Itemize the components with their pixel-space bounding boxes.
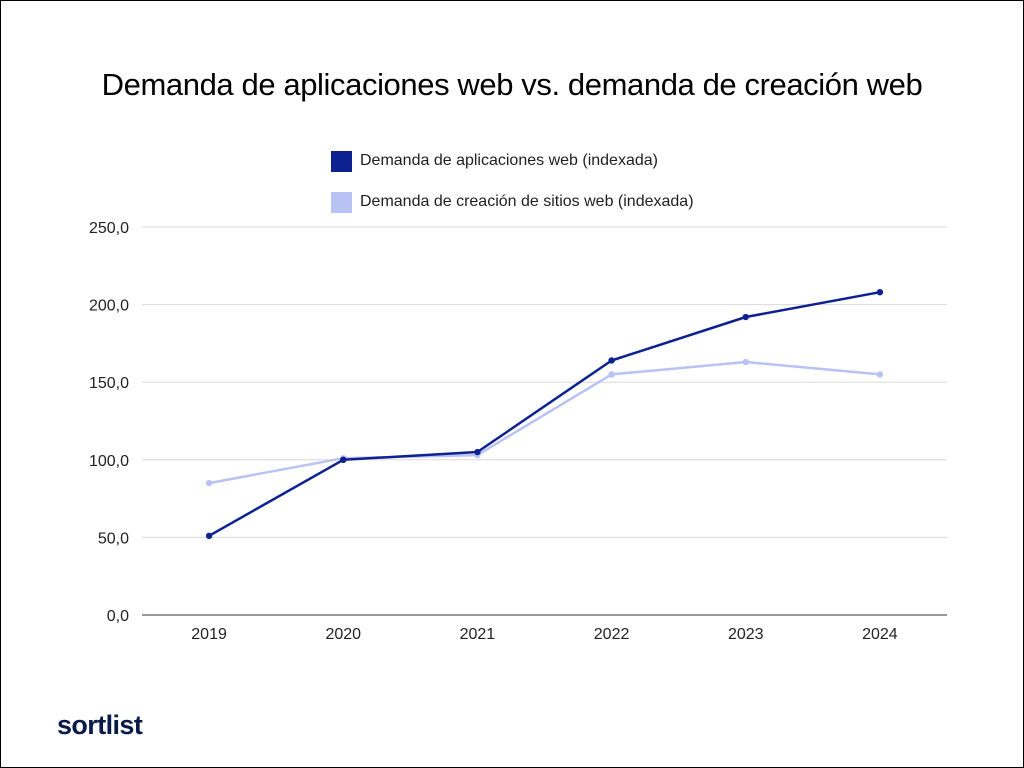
data-point-series-2 [608, 371, 615, 378]
legend-label-series-1: Demanda de aplicaciones web (indexada) [360, 152, 658, 169]
chart-title: Demanda de aplicaciones web vs. demanda … [101, 67, 923, 102]
y-tick-label: 50,0 [98, 530, 129, 547]
y-tick-label: 100,0 [89, 453, 129, 470]
data-point-series-1 [742, 313, 749, 321]
x-tick-label: 2021 [460, 626, 496, 643]
x-tick-label: 2020 [325, 626, 361, 643]
x-tick-label: 2022 [594, 626, 630, 643]
x-tick-label: 2024 [862, 626, 898, 643]
legend-item-series-1: Demanda de aplicaciones web (indexada) [331, 150, 694, 172]
series-line-2 [207, 360, 882, 485]
legend-swatch-series-1 [331, 150, 352, 172]
series-line-1 [207, 290, 882, 538]
x-tick-label: 2019 [191, 626, 227, 643]
data-point-series-2 [742, 358, 749, 366]
y-tick-label: 0,0 [107, 608, 129, 625]
legend-label-series-2: Demanda de creación de sitios web (index… [360, 193, 694, 210]
data-point-series-1 [340, 456, 347, 463]
legend-item-series-2: Demanda de creación de sitios web (index… [331, 191, 694, 213]
data-point-series-2 [205, 479, 213, 487]
y-tick-label: 200,0 [89, 298, 129, 315]
data-point-series-1 [474, 448, 481, 456]
data-point-series-1 [205, 532, 213, 540]
y-tick-label: 150,0 [89, 375, 129, 392]
data-point-series-2 [876, 371, 884, 378]
brand-logo: sortlist [57, 710, 143, 740]
x-tick-label: 2023 [728, 626, 764, 643]
chart-legend: Demanda de aplicaciones web (indexada) D… [331, 150, 694, 232]
data-point-series-1 [876, 288, 884, 296]
y-tick-label: 250,0 [89, 220, 129, 237]
data-point-series-1 [608, 357, 615, 364]
legend-swatch-series-2 [331, 191, 352, 213]
